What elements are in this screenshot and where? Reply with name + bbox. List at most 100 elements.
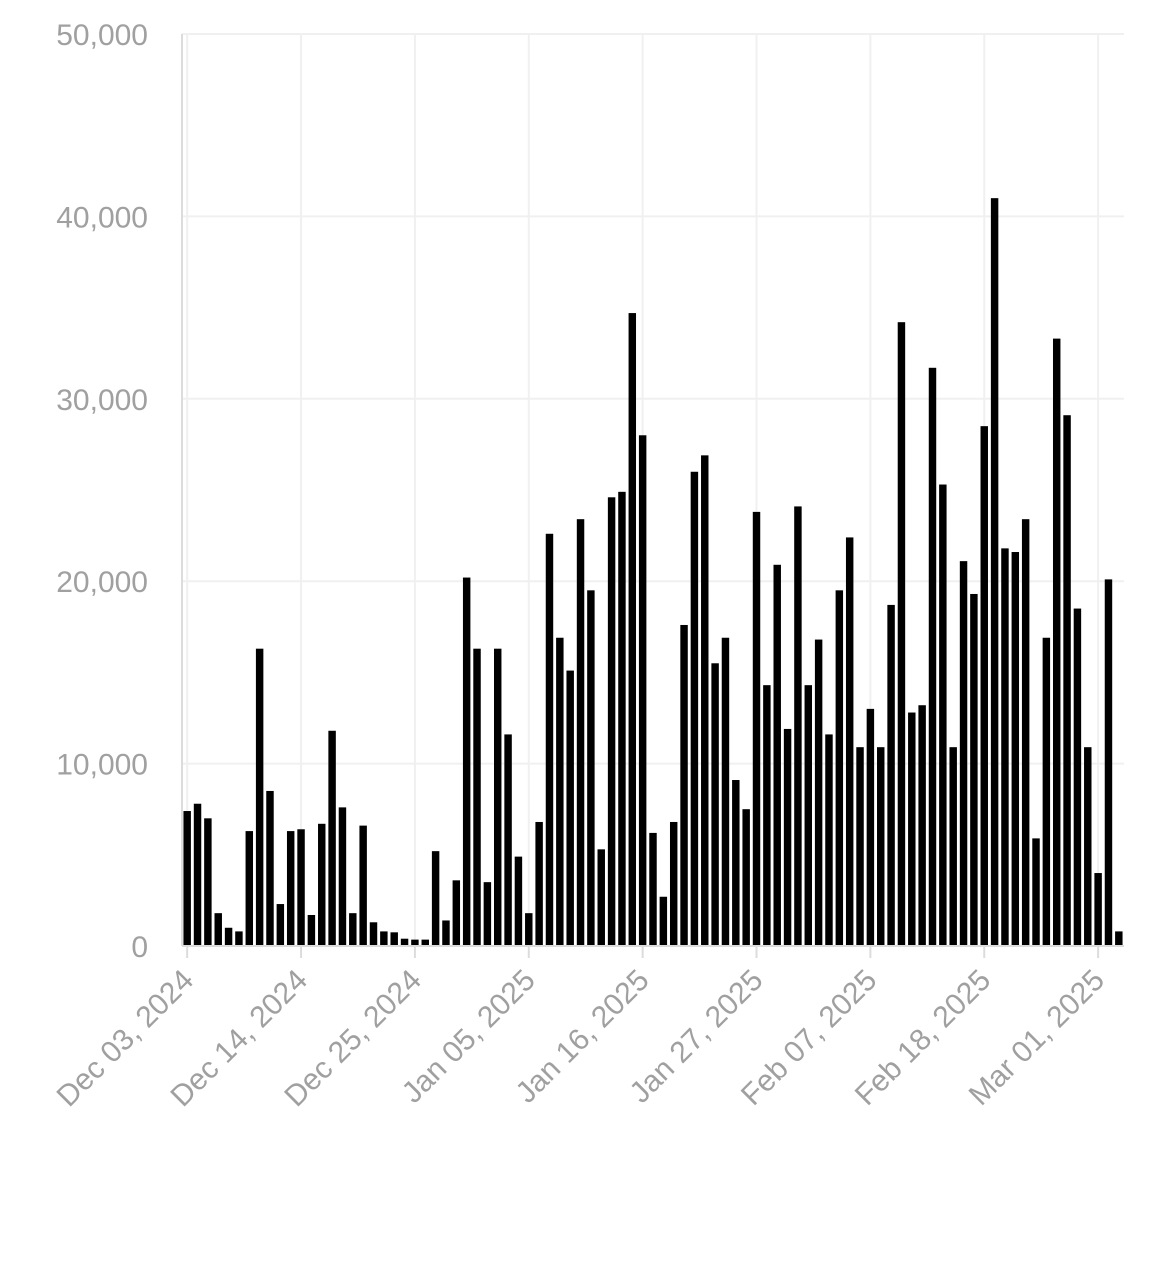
bar [359,825,367,946]
bars [183,198,1123,946]
bar [514,856,523,946]
bar [369,922,378,946]
bar [825,734,833,946]
bar [835,590,844,946]
bar [214,913,222,946]
bar [690,471,699,946]
bar [763,685,771,946]
bar [721,637,730,946]
bar [970,593,978,946]
bar [990,198,999,946]
bar [628,313,637,946]
bar [411,939,419,946]
bar [773,564,781,946]
axes [181,34,1124,958]
bar [493,648,502,946]
bar [887,604,895,946]
bar [618,491,626,946]
bar [669,821,678,946]
bar [1104,579,1113,946]
bar [607,497,616,946]
bar [680,624,688,946]
bar [1052,338,1061,946]
bar [297,829,305,946]
bar [255,648,264,946]
bar [286,831,295,946]
bar [266,790,274,946]
bar [659,896,668,946]
bar [483,882,492,946]
bar [638,435,647,946]
bar [204,818,212,946]
bar [276,904,285,946]
bar [1115,931,1123,946]
bar [1063,415,1071,946]
bar [462,577,471,946]
bar [897,322,906,946]
bar [877,747,885,946]
bar [1011,552,1020,946]
bar [183,811,191,946]
bar [1021,519,1030,946]
bar [349,913,357,946]
bar [980,426,988,946]
bar [328,730,336,946]
y-tick-label: 40,000 [56,201,148,234]
bar [928,367,937,946]
bar [856,747,864,946]
bar [742,809,750,946]
bar [525,913,533,946]
bar [400,938,409,946]
bar [556,637,564,946]
bar [866,708,875,946]
bar [959,561,968,946]
bar [193,803,202,946]
bar [307,914,316,946]
bar [1032,838,1040,946]
bar [1084,747,1092,946]
bar [711,663,719,946]
bar [918,705,926,946]
bar [794,506,802,946]
bar [338,807,347,946]
bar [701,455,709,946]
bar [442,920,450,946]
bar [504,734,512,946]
bar [431,851,440,946]
bar [576,519,585,946]
bar [452,880,461,946]
y-tick-label: 50,000 [56,19,148,52]
y-tick-label: 0 [131,931,148,964]
bar [908,712,916,946]
bar [1073,608,1082,946]
bar [752,511,761,946]
bar [235,931,243,946]
bar [421,939,429,946]
bar [939,484,947,946]
bar [566,670,574,946]
bar [473,648,481,946]
bar [1094,873,1102,946]
bar [783,728,792,946]
bar [380,931,388,946]
bar [1042,637,1051,946]
bar [845,537,854,946]
y-tick-label: 30,000 [56,384,148,417]
bar [949,747,957,946]
bar [732,780,740,946]
bar [1001,548,1009,946]
y-tick-label: 10,000 [56,749,148,782]
y-axis-ticks: 0 10,000 20,000 30,000 40,000 50,000 [56,19,148,964]
bar [318,823,326,946]
bar [814,639,823,946]
bar [597,849,605,946]
bar [804,685,813,946]
bar [245,831,254,946]
bar [224,927,233,946]
y-tick-label: 20,000 [56,566,148,599]
bar [545,533,554,946]
bar [535,821,543,946]
